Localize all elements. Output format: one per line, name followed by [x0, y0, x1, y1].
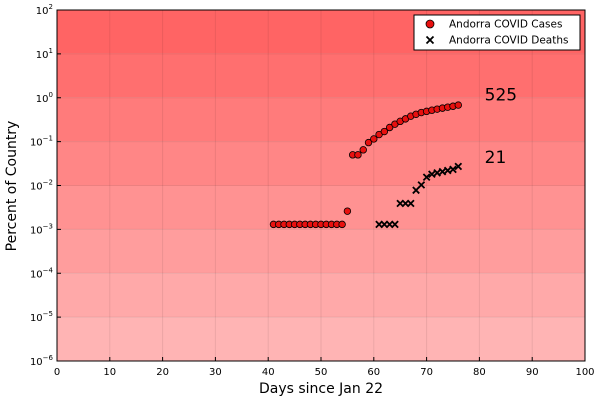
annotation-label: 21	[485, 148, 507, 168]
y-tick-label: 10−4	[30, 266, 54, 280]
legend-deaths-marker	[425, 35, 435, 45]
y-tick-label: 10−6	[30, 354, 54, 368]
y-tick-label: 10−1	[30, 135, 53, 149]
deaths-point	[406, 199, 415, 208]
deaths-point	[391, 220, 399, 229]
legend: Andorra COVID Cases Andorra COVID Deaths	[413, 14, 581, 51]
legend-deaths-label: Andorra COVID Deaths	[449, 35, 568, 47]
deaths-point	[454, 162, 463, 171]
deaths-point	[428, 170, 436, 179]
data-marks	[269, 101, 463, 229]
x-tick-label: 20	[156, 367, 169, 378]
deaths-point	[438, 167, 447, 176]
background-band	[57, 273, 585, 318]
x-tick-label: 40	[262, 367, 275, 378]
cases-point	[364, 138, 373, 147]
legend-cases-label: Andorra COVID Cases	[449, 19, 562, 31]
y-tick-label: 101	[36, 47, 53, 61]
x-tick-label: 10	[103, 367, 116, 378]
background-band	[57, 53, 585, 98]
background-band	[57, 317, 585, 361]
cases-point	[454, 101, 462, 109]
cases-point	[343, 207, 352, 215]
y-tick-label: 10−5	[30, 310, 53, 324]
deaths-point	[422, 173, 431, 181]
background-band	[57, 229, 585, 274]
annotation-label: 525	[485, 85, 517, 105]
cases-point	[359, 146, 367, 154]
deaths-point	[449, 165, 457, 174]
x-tick-label: 100	[575, 367, 594, 378]
background-band	[57, 97, 585, 142]
x-tick-label: 70	[420, 367, 433, 378]
deaths-point	[417, 181, 426, 189]
y-tick-label: 100	[36, 91, 53, 105]
x-axis-ticks: 0 10 20 30 40 50 60 70 80 90 100	[54, 357, 595, 378]
y-tick-label: 10−3	[30, 222, 53, 236]
cases-point	[354, 151, 362, 159]
legend-cases-marker	[425, 19, 435, 29]
x-tick-label: 80	[473, 367, 486, 378]
y-axis-label: Percent of Country	[4, 121, 20, 252]
x-axis-label: Days since Jan 22	[259, 381, 383, 397]
y-tick-label: 10−2	[30, 179, 53, 193]
x-tick-label: 30	[209, 367, 222, 378]
deaths-point	[433, 169, 441, 177]
cases-point	[338, 220, 346, 229]
background-band	[57, 141, 585, 186]
annotations: 525 21	[485, 85, 517, 168]
x-tick-label: 90	[526, 367, 539, 378]
cases-point	[385, 123, 394, 132]
x-tick-label: 50	[315, 367, 328, 378]
y-axis-ticks: 10−6 10−5 10−4 10−3 10−2 10−1 100 101 102	[30, 3, 61, 368]
cases-point	[380, 127, 389, 136]
x-tick-label: 0	[54, 367, 60, 378]
cases-point	[370, 135, 378, 143]
legend-box	[413, 14, 581, 51]
y-tick-label: 102	[36, 3, 53, 17]
x-tick-label: 60	[367, 367, 380, 378]
